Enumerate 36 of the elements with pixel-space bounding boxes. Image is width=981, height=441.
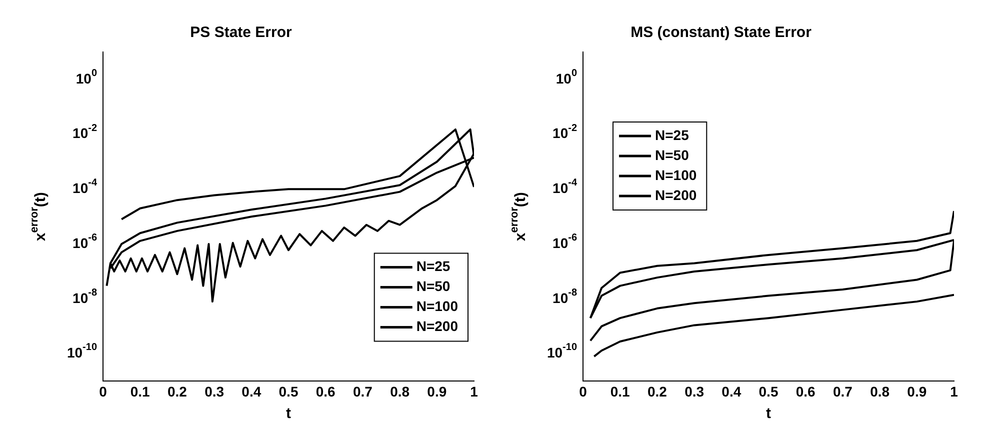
legend-label: N=100	[416, 298, 458, 314]
legend-label: N=200	[655, 186, 697, 203]
legend-label: N=25	[416, 258, 450, 274]
legend-label: N=50	[655, 146, 690, 163]
y-axis-title: xerror(t)	[28, 192, 50, 242]
x-tick-label: 0.2	[167, 383, 188, 400]
x-tick-label: 0.2	[647, 383, 668, 400]
legend-label: N=100	[655, 166, 697, 183]
x-tick-label: 0.4	[242, 383, 262, 400]
x-tick-label: 0.8	[870, 383, 890, 400]
x-tick-label: 0	[579, 383, 588, 400]
x-tick-label: 0.9	[427, 383, 447, 400]
x-axis-title: t	[286, 405, 291, 422]
x-tick-label: 0.7	[832, 383, 853, 400]
legend-label: N=200	[416, 318, 458, 334]
chart-title: MS (constant) State Error	[630, 24, 812, 42]
x-tick-label: 0.1	[610, 383, 630, 400]
x-tick-label: 0.7	[352, 383, 373, 400]
x-tick-label: 1	[950, 383, 958, 400]
x-tick-label: 0	[99, 383, 108, 400]
x-tick-label: 0.3	[204, 383, 224, 400]
x-axis-title: t	[766, 405, 771, 422]
x-tick-label: 0.4	[722, 383, 742, 400]
x-tick-label: 0.3	[684, 383, 704, 400]
x-tick-label: 0.8	[390, 383, 410, 400]
legend-label: N=25	[655, 126, 690, 143]
x-tick-label: 0.1	[130, 383, 150, 400]
chart-title: PS State Error	[190, 24, 292, 42]
x-tick-label: 0.9	[907, 383, 927, 400]
x-tick-label: 0.6	[316, 383, 336, 400]
x-tick-label: 0.6	[796, 383, 816, 400]
legend-label: N=50	[416, 278, 450, 294]
x-tick-label: 0.5	[758, 383, 778, 400]
y-axis-title: xerror(t)	[508, 192, 530, 242]
x-tick-label: 0.5	[278, 383, 298, 400]
x-tick-label: 1	[470, 383, 478, 400]
